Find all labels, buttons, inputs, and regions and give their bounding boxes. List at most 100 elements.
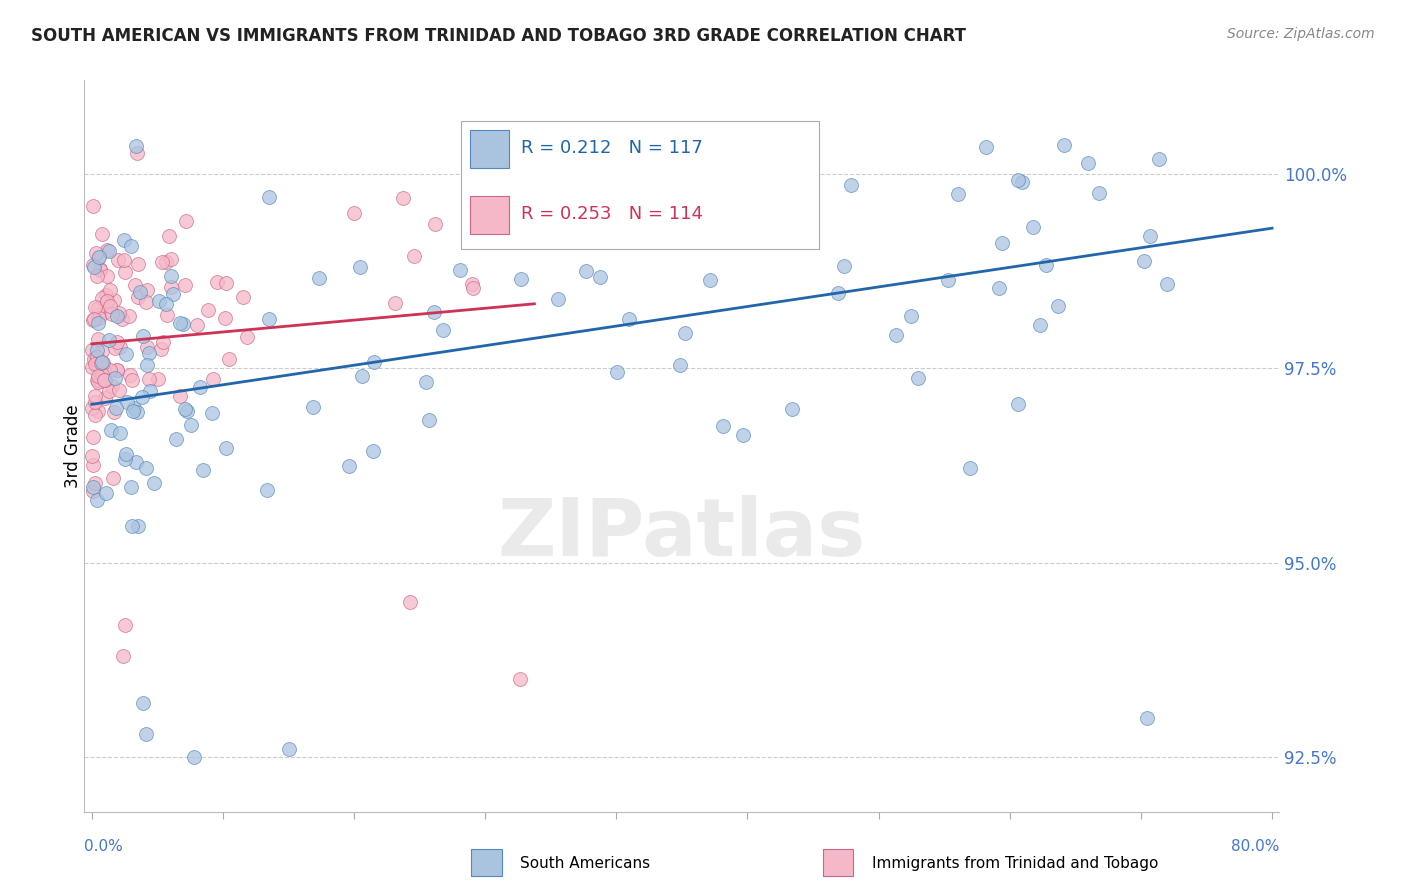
Point [1087, 186, 1109, 201]
Point [384, 295, 406, 310]
Point [418, 413, 440, 427]
Text: R = 0.212   N = 117: R = 0.212 N = 117 [520, 139, 703, 157]
Point [114, 252, 136, 267]
Point [214, 276, 236, 290]
Point [124, 278, 146, 293]
Point [84, 300, 107, 314]
Point [98, 363, 121, 377]
Point [87, 252, 110, 266]
Text: Source: ZipAtlas.com: Source: ZipAtlas.com [1227, 27, 1375, 41]
Point [86, 350, 108, 364]
Point [215, 441, 238, 455]
Point [174, 401, 197, 416]
Point [186, 318, 208, 332]
Point [90, 366, 112, 380]
Point [112, 233, 135, 247]
Point [589, 269, 612, 284]
Point [152, 334, 174, 349]
Point [118, 309, 141, 323]
Point [257, 312, 280, 326]
Point [87, 375, 110, 389]
Point [115, 347, 138, 361]
Point [96, 243, 118, 257]
Point [363, 354, 385, 368]
Point [111, 312, 134, 326]
Point [432, 323, 454, 337]
Point [1053, 138, 1076, 153]
Point [156, 308, 179, 322]
Point [114, 452, 136, 467]
Point [114, 265, 136, 279]
Point [1046, 300, 1069, 314]
Point [352, 368, 374, 383]
Point [202, 372, 225, 386]
Point [121, 373, 143, 387]
Point [91, 292, 114, 306]
Point [173, 278, 195, 293]
Point [84, 408, 107, 422]
Point [143, 475, 166, 490]
Point [105, 363, 128, 377]
Point [1077, 155, 1099, 169]
Point [959, 461, 981, 475]
Point [86, 343, 108, 358]
Point [90, 368, 112, 382]
Point [87, 250, 110, 264]
Point [710, 128, 733, 142]
Point [120, 480, 142, 494]
Point [108, 340, 131, 354]
Text: ZIPatlas: ZIPatlas [498, 495, 866, 573]
Point [82, 430, 104, 444]
Point [343, 206, 366, 220]
Point [127, 518, 149, 533]
Point [96, 293, 118, 308]
Point [121, 519, 143, 533]
Point [723, 154, 745, 169]
FancyBboxPatch shape [461, 120, 820, 249]
Point [1156, 277, 1178, 291]
Point [308, 271, 330, 285]
Point [148, 293, 170, 308]
Point [84, 246, 107, 260]
Point [711, 230, 734, 244]
Point [936, 272, 959, 286]
Point [100, 307, 122, 321]
Text: 80.0%: 80.0% [1232, 839, 1279, 854]
Point [86, 317, 108, 331]
Point [176, 404, 198, 418]
Point [160, 279, 183, 293]
Point [139, 384, 162, 399]
Point [256, 483, 278, 497]
Point [96, 287, 118, 301]
Point [337, 459, 360, 474]
Point [112, 649, 135, 664]
Point [121, 403, 143, 417]
Point [832, 259, 855, 273]
Point [97, 244, 120, 258]
Text: Immigrants from Trinidad and Tobago: Immigrants from Trinidad and Tobago [872, 856, 1159, 871]
Point [188, 379, 211, 393]
FancyBboxPatch shape [471, 130, 509, 168]
Point [93, 373, 115, 387]
Point [82, 360, 104, 375]
Point [135, 294, 157, 309]
Point [214, 311, 236, 326]
Point [82, 199, 104, 213]
Point [669, 358, 692, 372]
Point [149, 343, 172, 357]
Point [135, 358, 157, 372]
Point [108, 383, 131, 397]
Point [169, 389, 191, 403]
Point [146, 372, 169, 386]
Point [152, 254, 174, 268]
Point [91, 227, 114, 241]
Point [135, 460, 157, 475]
Point [197, 302, 219, 317]
Point [103, 293, 125, 307]
Point [183, 750, 205, 764]
Point [82, 343, 104, 357]
Point [82, 258, 104, 272]
Point [87, 301, 110, 315]
Point [699, 273, 721, 287]
Point [201, 406, 224, 420]
